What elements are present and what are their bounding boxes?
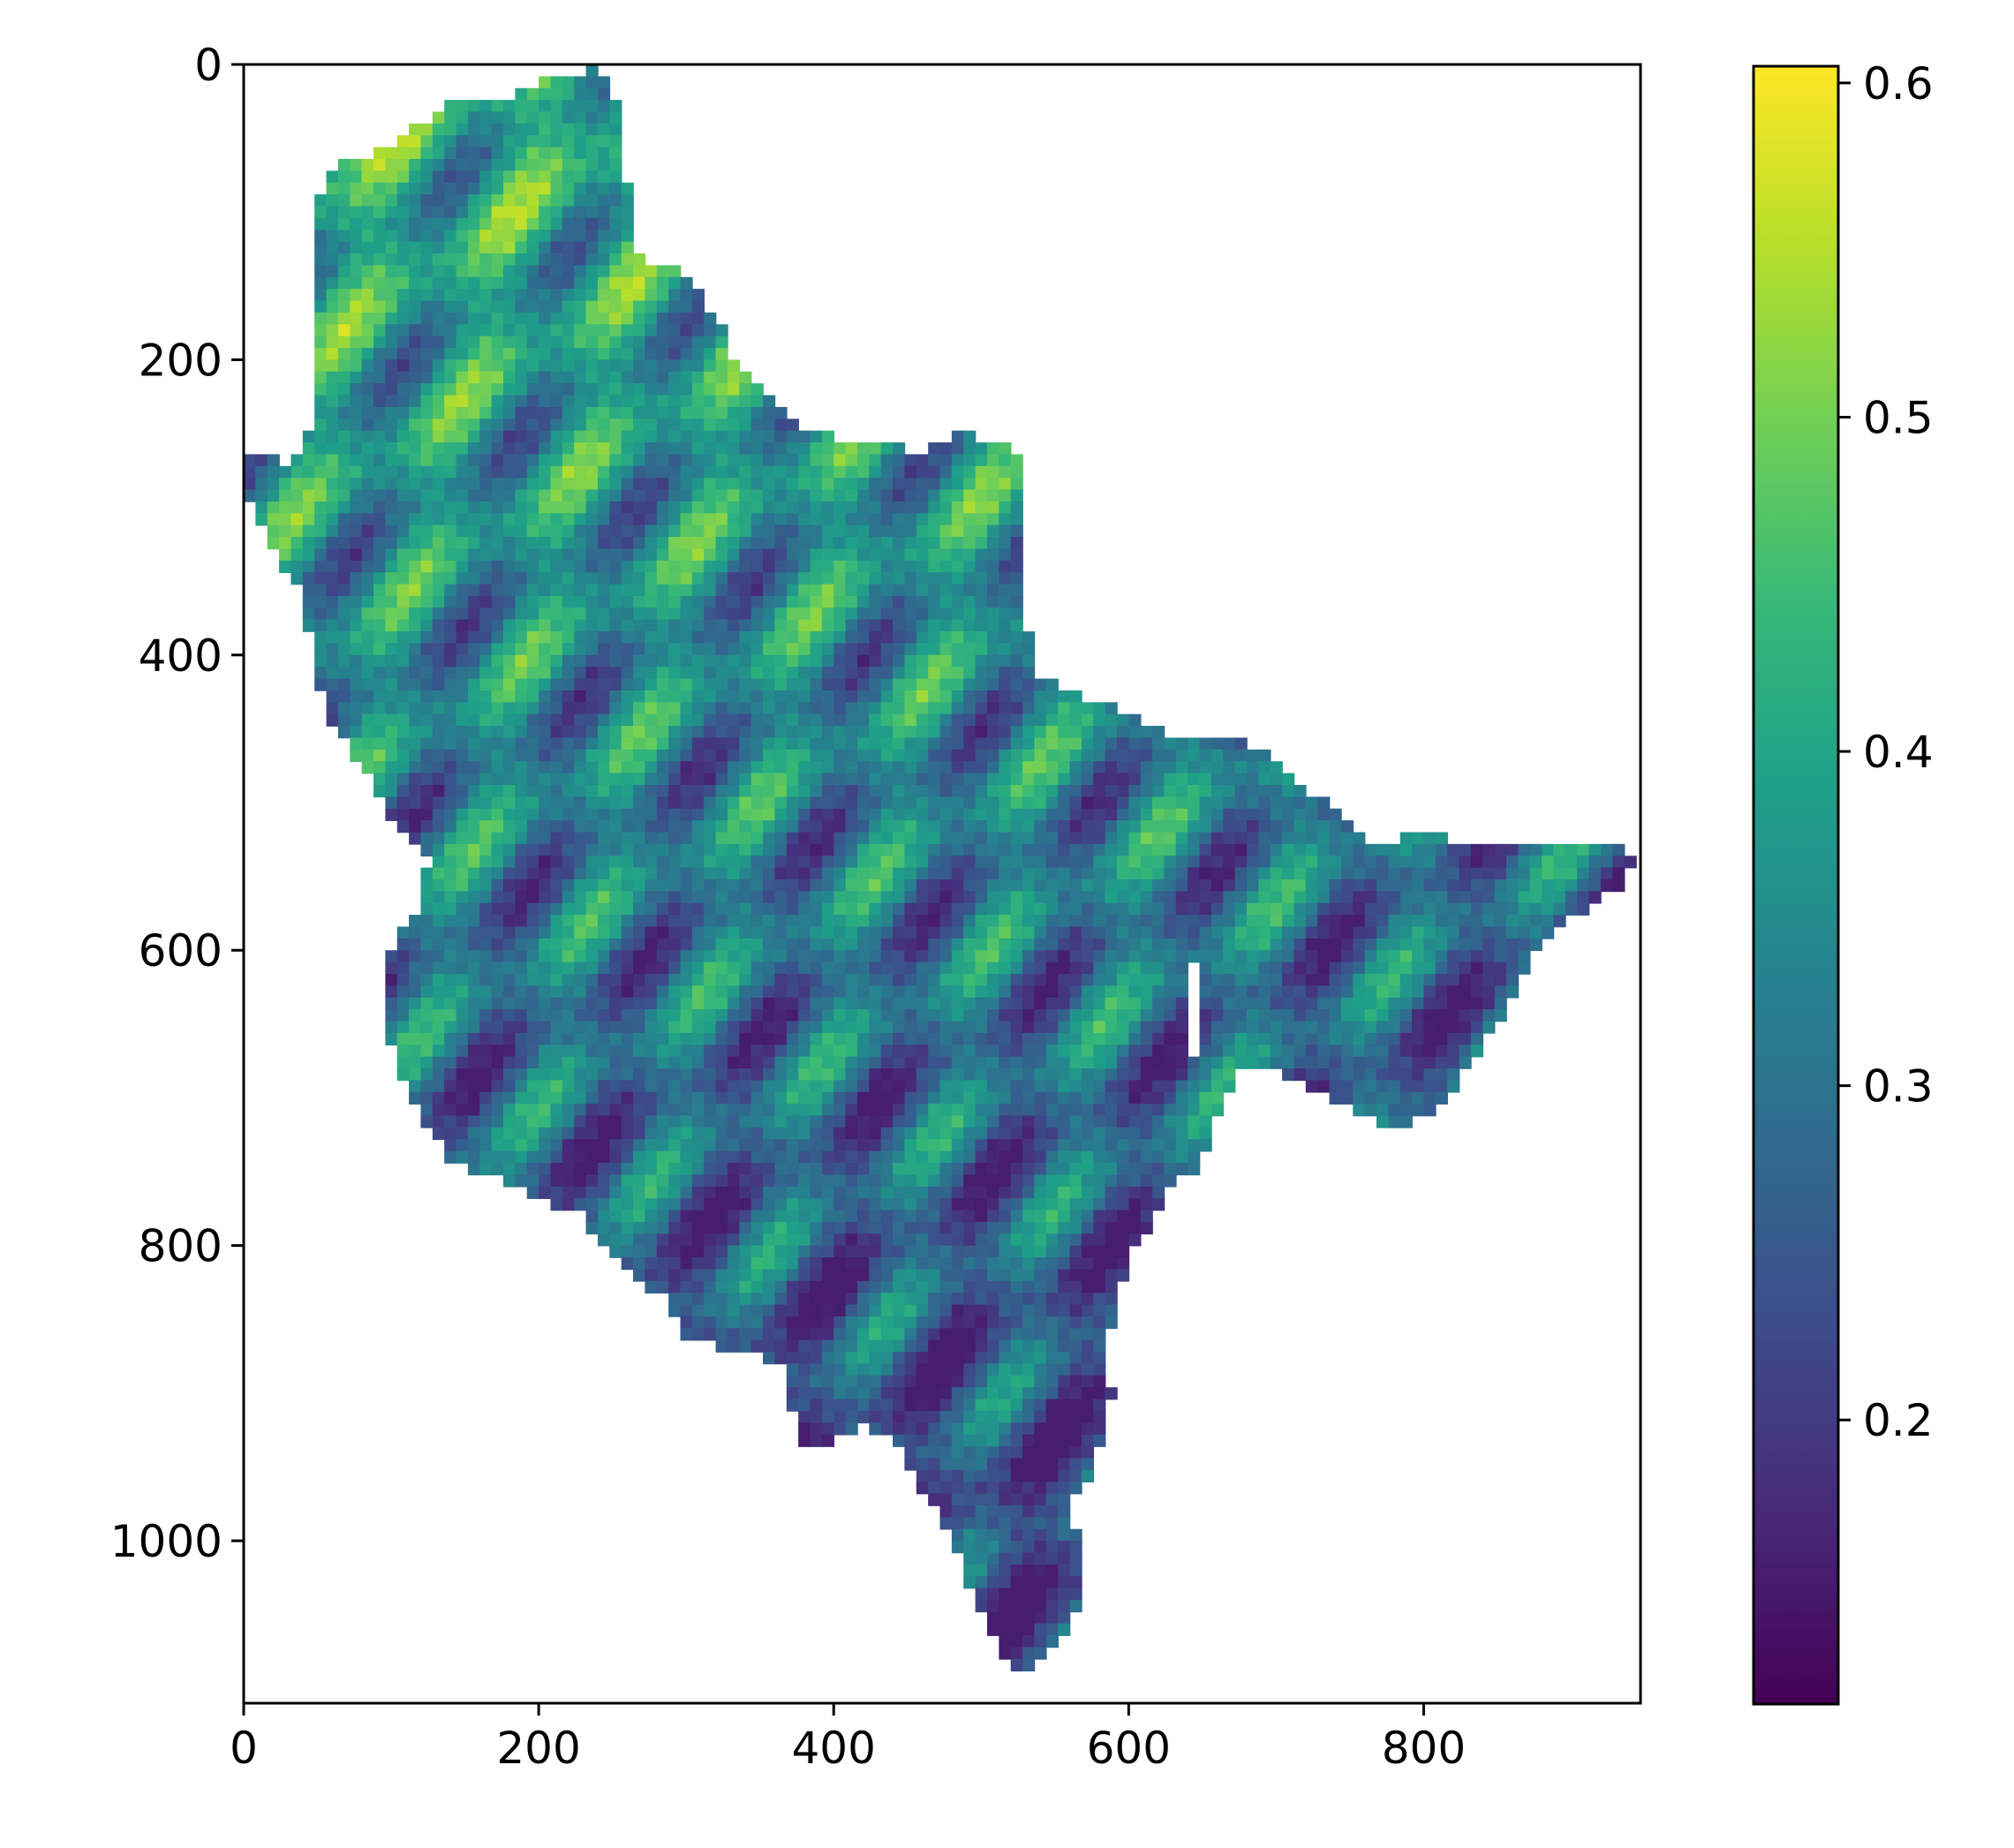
- colorbar-tick-label: 0.5: [1863, 393, 1934, 444]
- y-axis: 0 200 400 600 800 1000: [110, 40, 244, 1567]
- x-tick-label: 0: [230, 1723, 258, 1774]
- y-tick-label: 200: [139, 335, 223, 386]
- y-tick-label: 0: [194, 40, 223, 91]
- y-tick-label: 800: [139, 1221, 223, 1272]
- y-tick-label: 600: [139, 925, 223, 977]
- colorbar-gradient: [1754, 66, 1838, 1704]
- heatmap-image: [244, 64, 1637, 1671]
- x-tick-label: 200: [496, 1723, 580, 1774]
- colorbar-tick-label: 0.4: [1863, 727, 1934, 778]
- x-tick-label: 400: [791, 1723, 875, 1774]
- y-tick-label: 400: [139, 630, 223, 682]
- colorbar-tick-label: 0.6: [1863, 58, 1934, 109]
- colorbar: 0.2 0.3 0.4 0.5 0.6: [1754, 58, 1934, 1704]
- colorbar-tick-label: 0.2: [1863, 1395, 1934, 1446]
- x-axis: 0 200 400 600 800: [230, 1703, 1466, 1774]
- x-tick-label: 800: [1382, 1723, 1466, 1774]
- y-tick-label: 1000: [110, 1516, 223, 1567]
- colorbar-ticks: 0.2 0.3 0.4 0.5 0.6: [1838, 58, 1934, 1446]
- colorbar-tick-label: 0.3: [1863, 1061, 1934, 1113]
- x-tick-label: 600: [1087, 1723, 1171, 1774]
